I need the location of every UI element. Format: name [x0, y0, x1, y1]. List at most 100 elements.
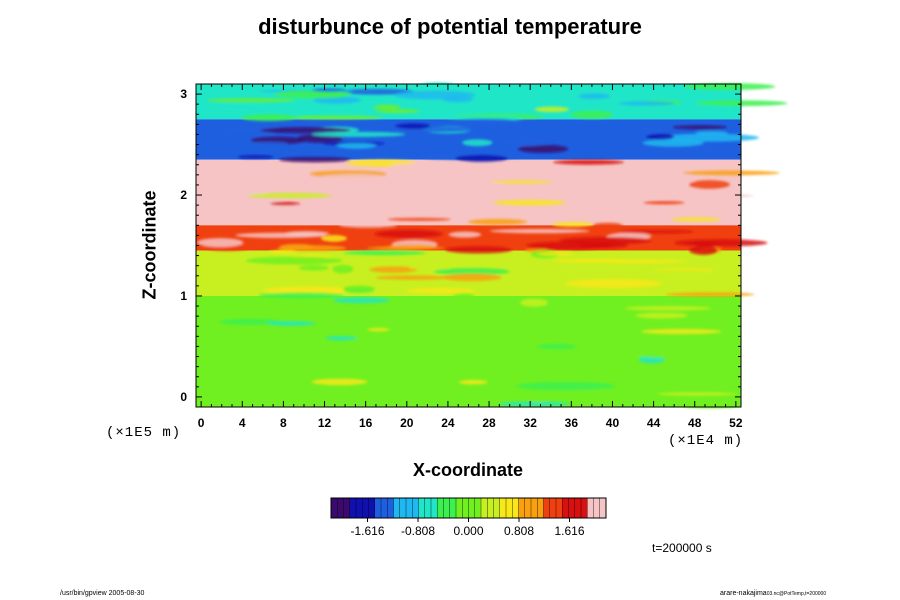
y-axis-unit: (×1E5 m)	[106, 425, 182, 441]
field-streak	[559, 236, 652, 245]
field-streak	[245, 256, 343, 265]
y-tick-label: 1	[180, 289, 187, 303]
colorbar-segment	[381, 498, 388, 518]
field-streak	[518, 144, 569, 154]
field-streak	[311, 131, 406, 137]
y-tick-label: 2	[180, 188, 187, 202]
colorbar-segment	[493, 498, 501, 518]
field-streak	[269, 250, 297, 254]
chart-title: disturbunce of potential temperature	[258, 14, 642, 39]
footer-source-main: arare-nakajima	[720, 590, 767, 597]
field-streak	[476, 184, 508, 193]
field-streak	[196, 238, 244, 248]
field-streak	[616, 230, 694, 234]
field-streak	[683, 83, 776, 91]
field-streak	[631, 349, 720, 359]
colorbar-segment	[506, 498, 513, 518]
colorbar-segment	[424, 498, 432, 518]
x-tick-label: 8	[280, 416, 287, 430]
field-streak	[266, 321, 316, 326]
field-streak	[316, 173, 390, 182]
field-streak	[243, 212, 265, 221]
field-streak	[374, 229, 443, 239]
colorbar-segment	[581, 498, 588, 518]
field-streak	[672, 125, 728, 130]
field-streak	[445, 246, 513, 254]
field-streak	[657, 392, 737, 396]
colorbar-segment	[524, 498, 532, 518]
colorbar-segment	[349, 498, 357, 518]
colorbar-segment	[468, 498, 476, 518]
field-streak	[635, 312, 688, 319]
colorbar-segment	[512, 498, 519, 518]
heatmap-field	[196, 82, 788, 409]
field-streak	[387, 217, 451, 221]
field-streak	[343, 285, 376, 293]
field-streak	[640, 127, 666, 134]
field-streak	[448, 231, 482, 238]
field-streak	[677, 105, 734, 111]
field-streak	[491, 180, 553, 184]
footer-source-detail: 03.nc@PotTemp,t=200000	[766, 591, 827, 597]
field-streak	[284, 115, 383, 120]
colorbar-segment	[368, 498, 376, 518]
field-streak	[248, 192, 331, 199]
x-tick-label: 32	[524, 416, 538, 430]
field-streak	[298, 265, 330, 271]
field-streak	[578, 93, 611, 100]
field-streak	[641, 328, 722, 335]
field-streak	[343, 250, 426, 256]
field-streak	[498, 137, 551, 147]
colorbar-segment	[474, 498, 482, 518]
y-axis-label: Z-coordinate	[139, 190, 160, 300]
colorbar-segment	[406, 498, 413, 518]
field-streak	[277, 245, 347, 252]
colorbar-segment	[431, 498, 438, 518]
field-streak	[369, 266, 418, 273]
field-streak	[276, 288, 365, 292]
field-streak	[199, 104, 269, 109]
colorbar-segment	[437, 498, 444, 518]
y-axis: 0 1 2 3	[180, 83, 741, 404]
colorbar-tick-label: 0.808	[504, 524, 534, 538]
field-streak	[656, 133, 759, 142]
colorbar-segment	[549, 498, 557, 518]
field-streak	[395, 123, 431, 129]
field-streak	[636, 209, 658, 219]
field-streak	[493, 199, 566, 206]
field-streak	[468, 218, 527, 225]
field-streak	[367, 328, 390, 332]
field-streak	[210, 191, 268, 195]
field-streak	[351, 207, 416, 212]
colorbar-segment	[337, 498, 344, 518]
field-streak	[263, 175, 333, 181]
field-streak	[462, 139, 493, 147]
colorbar-segment	[393, 498, 401, 518]
field-streak	[665, 292, 755, 297]
colorbar-segment	[499, 498, 507, 518]
colorbar-segment	[343, 498, 351, 518]
colorbar-segment	[443, 498, 451, 518]
colorbar-segment	[574, 498, 582, 518]
field-streak	[332, 264, 354, 274]
field-streak	[441, 193, 463, 198]
field-streak	[623, 174, 691, 178]
field-streak	[390, 163, 469, 169]
colorbar-tick-label: -1.616	[350, 524, 384, 538]
field-texture	[196, 82, 788, 409]
field-streak	[270, 201, 300, 206]
x-tick-label: 24	[441, 416, 455, 430]
field-streak	[342, 335, 408, 341]
field-streak	[592, 195, 671, 199]
field-streak	[311, 378, 368, 386]
field-streak	[447, 118, 524, 128]
field-streak	[489, 228, 590, 234]
field-streak	[260, 127, 351, 134]
field-streak	[646, 133, 675, 140]
x-tick-label: 20	[400, 416, 414, 430]
colorbar-segment	[331, 498, 338, 518]
field-streak	[444, 115, 489, 120]
field-streak	[689, 180, 730, 189]
field-streak	[231, 380, 266, 384]
